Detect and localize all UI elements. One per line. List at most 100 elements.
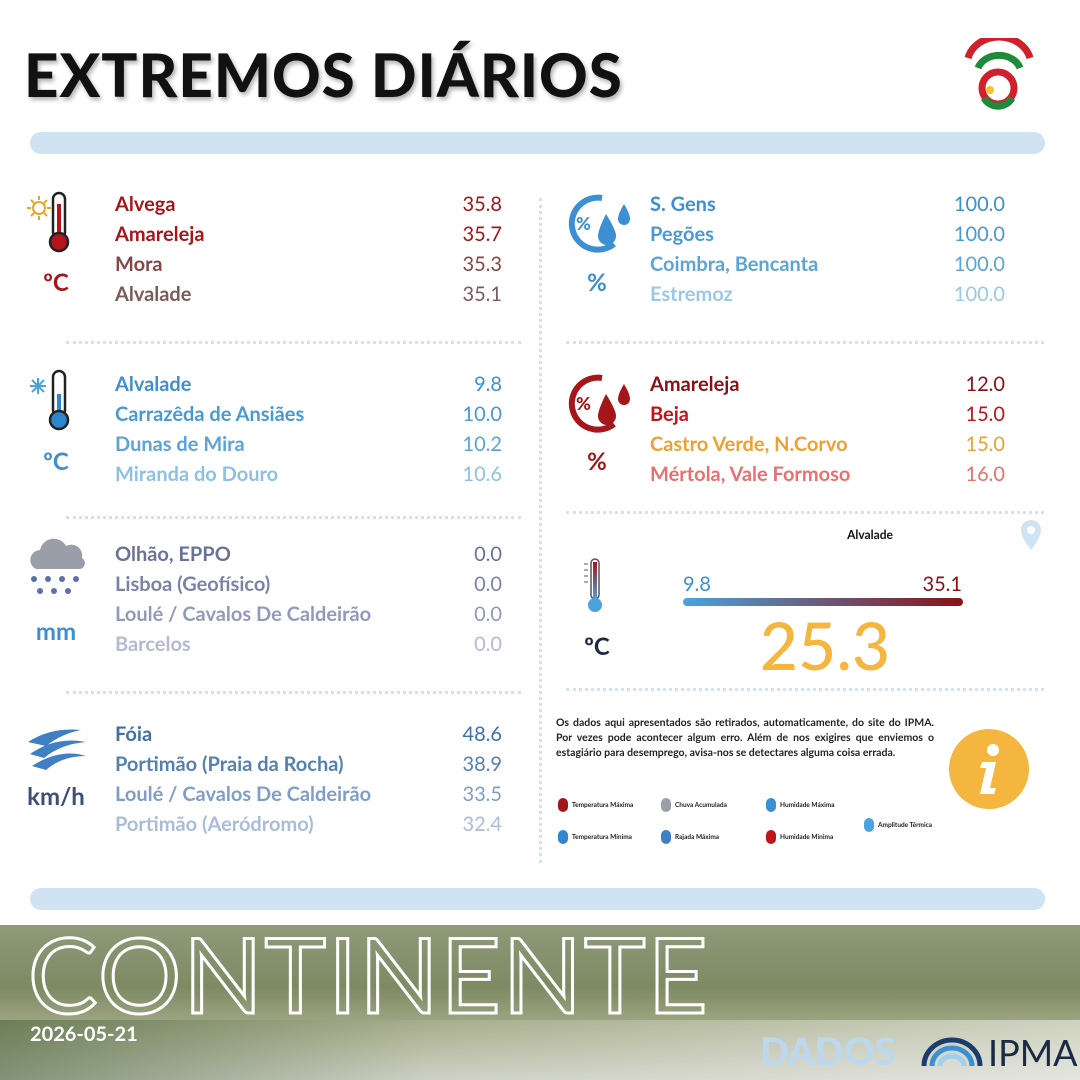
icon-amplitude [584,558,602,612]
amplitude-value: 25.3 [759,606,891,685]
station-name: Fóia [115,722,153,746]
station-name: Estremoz [650,282,733,306]
separator [66,516,521,519]
amplitude-station: Alvalade [847,527,893,542]
station-name: Carrazêda de Ansiães [115,402,305,426]
unit-label: % [587,447,607,476]
bottom-bar [30,888,1045,910]
unit-label: % [587,268,607,297]
separator [66,341,521,344]
station-name: Amareleja [650,372,740,396]
station-name: Alvega [115,192,176,216]
station-name: Lisboa (Geofísico) [115,572,271,596]
legend-label: Temperatura Mínima [572,834,632,841]
station-name: Loulé / Cavalos De Caldeirão [115,602,372,626]
amplitude-unit: ºC [584,632,610,661]
icon-rain [30,538,85,594]
legend-label: Humidade Mínima [780,834,834,841]
station-value: 12.0 [965,372,1005,396]
column-divider [539,198,542,863]
station-name: Amareleja [115,222,205,246]
brand-logo: IPMA [988,1030,1078,1074]
station-value: 38.9 [462,752,502,776]
unit-label: km/h [27,782,85,811]
station-name: Dunas de Mira [115,432,245,456]
info-text: Os dados aqui apresentados são retirados… [556,717,934,759]
footer-text: CONTINENTE [27,925,710,1038]
legend-icon [864,818,874,832]
legend-icon [766,830,776,844]
svg-text:%: % [576,392,591,414]
station-value: 35.7 [462,222,502,246]
station-value: 10.0 [462,402,502,426]
station-value: 15.0 [965,432,1005,456]
station-value: 0.0 [474,542,502,566]
station-name: Portimão (Praia da Rocha) [115,752,344,776]
station-name: S. Gens [650,192,716,216]
legend-label: Amplitude Térmica [878,822,933,829]
station-name: Alvalade [115,372,192,396]
svg-text:%: % [576,212,591,234]
separator [566,688,1044,691]
legend-label: Humidade Máxima [780,802,835,809]
station-name: Alvalade [115,282,192,306]
station-value: 35.1 [462,282,502,306]
station-value: 0.0 [474,602,502,626]
legend-icon [661,830,671,844]
station-name: Loulé / Cavalos De Caldeirão [115,782,372,806]
page-title: EXTREMOS DIÁRIOS [24,38,623,110]
info-icon [949,729,1029,809]
unit-label: ºC [43,447,69,476]
legend-icon [558,798,568,812]
legend-icon [661,798,671,812]
station-name: Olhão, EPPO [115,542,231,566]
icon-wind [28,729,86,770]
footer-shade [0,1020,1080,1080]
separator [66,691,521,694]
station-value: 35.8 [462,192,502,216]
date: 2026-05-21 [30,1022,138,1046]
station-name: Pegões [650,222,714,246]
legend-icon [766,798,776,812]
icon-humidity-max: % [568,194,630,253]
station-name: Mora [115,252,163,276]
station-value: 35.3 [462,252,502,276]
unit-label: ºC [43,268,69,297]
station-name: Beja [650,402,689,426]
top-bar [30,132,1045,154]
station-name: Barcelos [115,632,191,656]
station-name: Coimbra, Bencanta [650,252,819,276]
amplitude-min: 9.8 [683,572,711,596]
separator [566,341,1044,344]
brand-arc [921,1037,983,1067]
brand: DADOS [760,1028,896,1074]
station-name: Mértola, Vale Formoso [650,462,851,486]
separator [566,511,1044,514]
region: CONTINENTE [28,925,710,1036]
icon-temp-max [27,191,70,253]
station-value: 15.0 [965,402,1005,426]
amplitude-max: 35.1 [922,572,962,596]
station-value: 33.5 [462,782,502,806]
station-name: Miranda do Douro [115,462,279,486]
station-value: 10.6 [462,462,502,486]
station-value: 100.0 [953,252,1005,276]
station-value: 100.0 [953,192,1005,216]
station-value: 0.0 [474,572,502,596]
legend-label: Chuva Acumulada [675,802,727,809]
station-value: 100.0 [953,222,1005,246]
legend-icon [558,830,568,844]
legend-label: Rajada Máxima [675,834,720,841]
unit-label: mm [35,617,77,646]
station-value: 16.0 [965,462,1005,486]
station-value: 48.6 [462,722,502,746]
station-value: 0.0 [474,632,502,656]
icon-temp-min [30,369,70,431]
amplitude-bar [683,598,963,606]
legend-label: Temperatura Máxima [572,802,634,809]
icon-humidity-min: % [568,374,630,433]
station-value: 32.4 [462,812,502,836]
station-value: 100.0 [953,282,1005,306]
station-value: 10.2 [462,432,502,456]
